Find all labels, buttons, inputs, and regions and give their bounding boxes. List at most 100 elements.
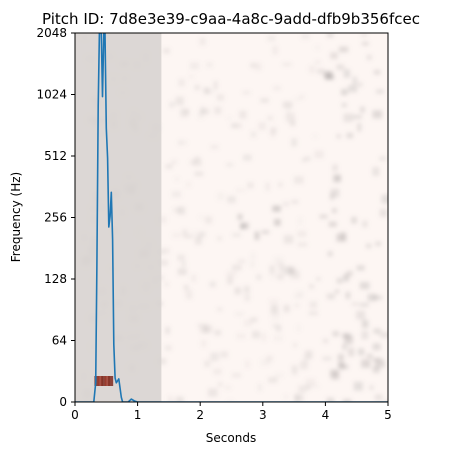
spectrogram-cell <box>181 262 185 267</box>
spectrogram-cell <box>256 274 261 280</box>
x-tick-label: 2 <box>196 408 204 422</box>
spectrogram-cell <box>162 248 170 254</box>
spectrogram-cell <box>314 150 323 158</box>
spectrogram-cell <box>214 107 221 115</box>
spectrogram-cell <box>312 135 317 138</box>
spectrogram-cell <box>227 271 237 275</box>
spectrogram-cell <box>369 385 373 390</box>
spectrogram-cell <box>343 114 353 122</box>
spectrogram-cell <box>336 234 346 242</box>
spectrogram-cell <box>353 115 362 118</box>
spectrogram-cell <box>189 75 194 78</box>
spectrogram-cell <box>208 388 218 396</box>
spectrogram-cell <box>332 208 337 213</box>
spectrogram-cell <box>357 123 361 131</box>
spectrogram-cell <box>381 195 391 204</box>
spectrogram-cell <box>300 361 308 369</box>
spectrogram-cell <box>237 214 242 220</box>
spectrogram-cell <box>232 265 242 270</box>
onset-marker <box>108 376 113 386</box>
spectrogram-cell <box>262 231 269 234</box>
spectrogram-cell <box>214 81 218 89</box>
spectrogram-cell <box>204 87 210 93</box>
spectrogram-cell <box>347 133 354 138</box>
spectrogram-cell <box>375 242 381 246</box>
spectrogram-cell <box>374 70 380 74</box>
spectrogram-cell <box>190 62 199 69</box>
spectrogram-cell <box>235 312 244 315</box>
spectrogram-cell <box>178 140 187 144</box>
spectrogram-cell <box>315 45 320 49</box>
spectrogram-cell <box>172 233 180 238</box>
spectrogram-cell <box>302 159 306 162</box>
spectrogram-cell <box>236 189 245 192</box>
spectrogram-cell <box>305 351 313 359</box>
spectrogram-cell <box>267 356 271 364</box>
spectrogram-cell <box>260 98 268 102</box>
y-axis-label: Frequency (Hz) <box>9 172 23 263</box>
spectrogram-cell <box>284 395 288 399</box>
spectrogram-cell <box>309 284 314 289</box>
spectrogram-cell <box>273 46 278 55</box>
spectrogram-cell <box>316 277 320 281</box>
spectrogram-cell <box>166 164 173 169</box>
spectrogram-cell <box>344 69 350 78</box>
spectrogram-cell <box>328 251 333 256</box>
spectrogram-cell <box>252 331 260 338</box>
spectrogram-cell <box>165 345 172 350</box>
spectrogram-cell <box>373 343 381 350</box>
spectrogram-cell <box>272 206 280 212</box>
spectrogram-cell <box>186 235 193 238</box>
spectrogram-cell <box>331 189 340 198</box>
spectrogram-cell <box>231 124 237 127</box>
spectrogram-cell <box>317 69 325 74</box>
spectrogram-cell <box>242 91 250 94</box>
spectrogram-cell <box>298 385 306 393</box>
spectrogram-cell <box>343 274 349 281</box>
spectrogram-cell <box>195 85 200 90</box>
spectrogram-cell <box>210 282 216 287</box>
spectrogram-cell <box>309 65 315 73</box>
spectrogram-cell <box>244 320 253 327</box>
spectrogram-cell <box>165 327 170 334</box>
spectrogram-cell <box>353 77 357 85</box>
spectrogram-cell <box>165 282 169 286</box>
spectrogram-cell <box>220 351 228 357</box>
spectrogram-cell <box>309 312 318 315</box>
spectrogram-cell <box>172 191 182 197</box>
spectrogram-cell <box>351 302 358 305</box>
spectrogram-cell <box>244 286 250 293</box>
spectrogram-cell <box>258 122 266 130</box>
spectrogram-cell <box>297 231 306 237</box>
y-tick-label: 1024 <box>36 88 67 102</box>
spectrogram-cell <box>335 290 339 294</box>
spectrogram-cell <box>348 85 357 92</box>
spectrogram-cell <box>294 176 304 184</box>
spectrogram-cell <box>178 268 187 275</box>
spectrogram-cell <box>362 320 369 328</box>
spectrogram-cell <box>178 79 185 87</box>
spectrogram-cell <box>215 330 221 335</box>
spectrogram-cell <box>338 354 344 361</box>
spectrogram-cell <box>358 82 362 86</box>
spectrogram-cell <box>175 177 179 181</box>
spectrogram-cell <box>299 95 304 99</box>
spectrogram-cell <box>217 308 223 312</box>
spectrogram-cell <box>294 295 303 299</box>
spectrogram-cell <box>201 109 210 114</box>
spectrogram-cell <box>274 257 284 265</box>
y-tick-label: 0 <box>59 395 67 409</box>
spectrogram-cell <box>336 64 344 70</box>
spectrogram-cell <box>217 237 222 241</box>
spectrogram-cell <box>186 290 193 299</box>
x-tick-label: 1 <box>134 408 142 422</box>
spectrogram-cell <box>227 196 235 203</box>
spectrogram-cell <box>177 254 185 260</box>
spectrogram-cell <box>240 224 244 229</box>
y-tick-label: 2048 <box>36 26 67 40</box>
chart-title: Pitch ID: 7d8e3e39-c9aa-4a8c-9add-dfb9b3… <box>42 10 420 28</box>
spectrogram-cell <box>232 233 241 236</box>
spectrogram-cell <box>298 243 307 247</box>
spectrogram-cell <box>249 262 255 268</box>
